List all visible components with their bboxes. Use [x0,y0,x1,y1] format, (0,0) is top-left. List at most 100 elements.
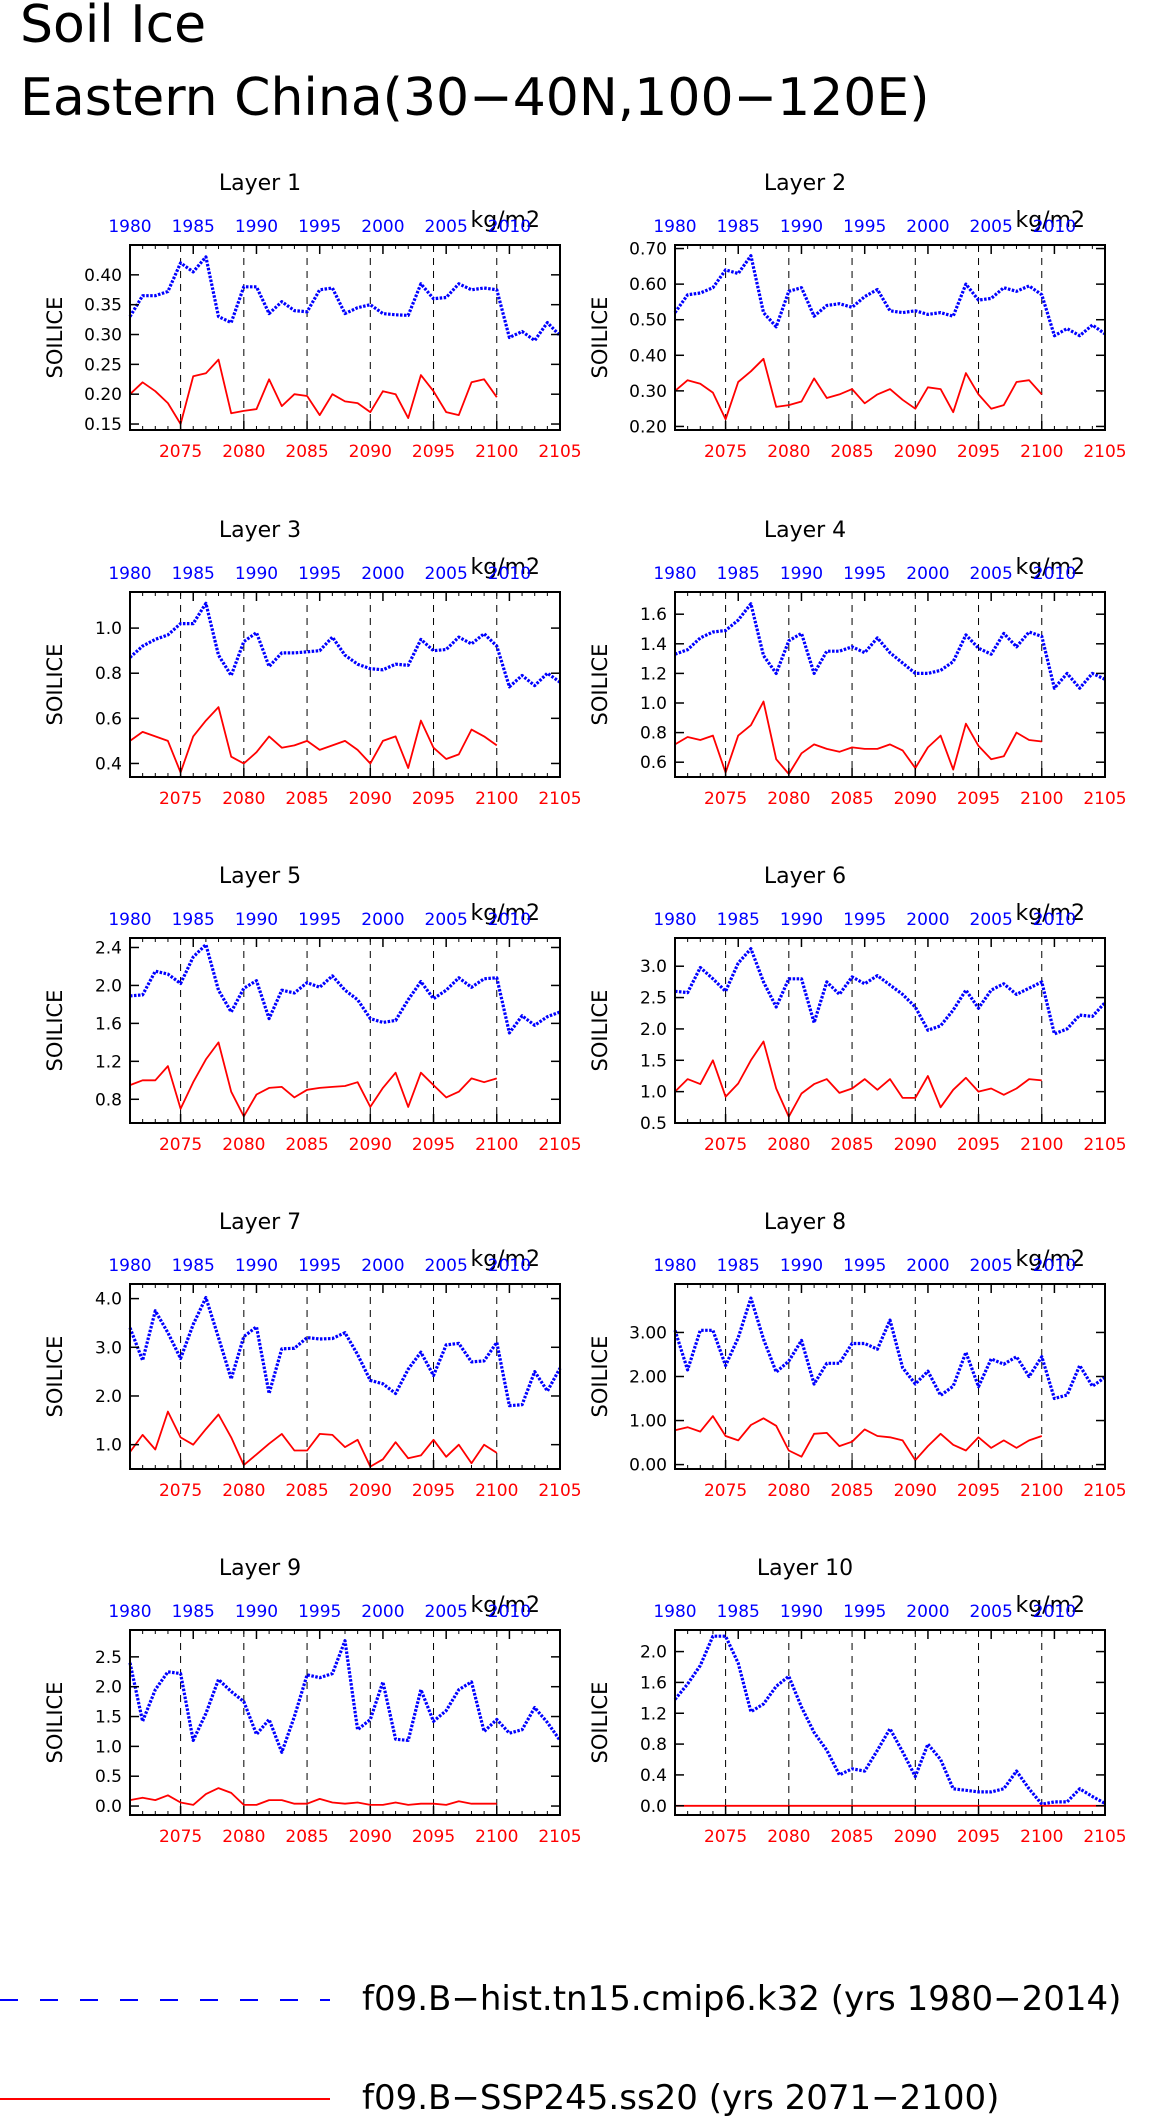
bottom-x-tick-label: 2080 [767,1827,810,1847]
y-tick-label: 2.0 [640,1020,667,1040]
y-tick-label: 0.6 [640,753,667,773]
top-x-tick-label: 1985 [172,564,215,584]
top-x-tick-label: 2010 [488,564,531,584]
top-x-tick-label: 2005 [425,1256,468,1276]
top-x-tick-label: 2010 [488,1602,531,1622]
bottom-x-tick-label: 2085 [830,789,873,809]
top-x-tick-label: 1980 [653,1602,696,1622]
top-x-tick-label: 1985 [717,217,760,237]
hist-series-line [128,601,561,689]
bottom-x-tick-label: 2075 [159,1135,202,1155]
units-label: kg/m2 [470,901,540,926]
y-tick-label: 4.0 [95,1290,122,1310]
bottom-x-tick-label: 2105 [538,1135,581,1155]
y-tick-label: 0.5 [640,1114,667,1134]
y-tick-label: 0.20 [84,385,122,405]
top-x-tick-label: 2005 [970,910,1013,930]
y-axis-label: SOILICE [43,644,67,726]
top-x-tick-label: 1995 [843,1602,886,1622]
ssp-series-line [674,1415,1043,1462]
units-label: kg/m2 [470,555,540,580]
y-tick-label: 3.0 [640,957,667,977]
bottom-x-tick-label: 2095 [412,442,455,462]
top-x-tick-label: 1995 [843,564,886,584]
y-tick-label: 0.50 [629,311,667,331]
top-x-tick-label: 2000 [906,910,949,930]
layer-panel: Layer 4 kg/m2 0.6 0.8 1.0 1.2 1.4 1.6 SOILICE 207… [588,518,1127,809]
bottom-x-tick-label: 2075 [159,442,202,462]
y-tick-label: 1.5 [95,1708,122,1728]
layer-panel: Layer 7 kg/m2 1.0 2.0 3.0 4.0 SOILICE 2075 2080 2… [43,1210,582,1501]
bottom-x-tick-label: 2100 [475,1481,518,1501]
top-x-tick-label: 2005 [425,564,468,584]
plot-frame [674,591,1106,778]
bottom-x-tick-label: 2095 [957,1481,1000,1501]
ssp-series-line [129,1041,498,1118]
bottom-x-tick-label: 2085 [830,1481,873,1501]
bottom-x-tick-label: 2080 [767,789,810,809]
top-x-tick-label: 1985 [172,1256,215,1276]
top-x-tick-label: 1980 [653,910,696,930]
top-x-tick-label: 1990 [780,910,823,930]
panel-title: Layer 7 [219,1210,301,1235]
bottom-x-tick-label: 2100 [475,789,518,809]
top-x-tick-label: 1990 [235,1256,278,1276]
layer-panel: Layer 1 kg/m2 0.15 0.20 0.25 0.30 0.35 0.40 SOIL… [43,171,582,462]
y-tick-label: 0.40 [84,266,122,286]
bottom-x-tick-label: 2090 [349,1827,392,1847]
y-tick-label: 2.0 [95,976,122,996]
bottom-x-tick-label: 2075 [704,789,747,809]
top-x-tick-label: 1980 [653,1256,696,1276]
y-tick-label: 0.8 [95,664,122,684]
ssp-series-line [674,700,1042,775]
top-x-tick-label: 2000 [361,217,404,237]
bottom-x-tick-label: 2105 [1083,789,1126,809]
y-tick-label: 0.25 [84,355,122,375]
top-x-tick-label: 1995 [843,910,886,930]
y-tick-label: 1.00 [629,1412,667,1432]
top-x-tick-label: 1990 [235,1602,278,1622]
panel-title: Layer 6 [764,864,846,889]
ssp-series-line [674,357,1043,421]
y-tick-label: 2.0 [95,1678,122,1698]
panel-title: Layer 3 [219,518,301,543]
bottom-x-tick-label: 2100 [1020,789,1063,809]
bottom-x-tick-label: 2100 [1020,1481,1063,1501]
bottom-x-tick-label: 2080 [767,1481,810,1501]
bottom-x-tick-label: 2085 [830,1827,873,1847]
top-x-tick-label: 2000 [361,910,404,930]
bottom-x-tick-label: 2105 [1083,1827,1126,1847]
plot-frame [129,1283,561,1470]
top-x-tick-label: 1990 [235,564,278,584]
top-x-tick-label: 1985 [717,1256,760,1276]
top-x-tick-label: 1990 [780,1602,823,1622]
top-x-tick-label: 1985 [172,1602,215,1622]
y-axis-label: SOILICE [43,297,67,379]
top-x-tick-label: 1995 [298,910,341,930]
bottom-x-tick-label: 2095 [957,789,1000,809]
top-x-tick-label: 1980 [653,217,696,237]
bottom-x-tick-label: 2080 [222,442,265,462]
ssp-series-line [129,1787,497,1806]
units-label: kg/m2 [470,1247,540,1272]
top-x-tick-label: 1990 [780,564,823,584]
panel-title: Layer 1 [219,171,301,196]
panel-title: Layer 4 [764,518,846,543]
bottom-x-tick-label: 2085 [285,1481,328,1501]
top-x-tick-label: 1995 [843,1256,886,1276]
y-tick-label: 2.5 [95,1648,122,1668]
bottom-x-tick-label: 2075 [159,1481,202,1501]
top-x-tick-label: 2005 [970,1602,1013,1622]
bottom-x-tick-label: 2100 [1020,442,1063,462]
y-axis-label: SOILICE [588,990,612,1072]
y-tick-label: 0.30 [84,326,122,346]
y-tick-label: 0.30 [629,382,667,402]
hist-series-line [674,947,1107,1036]
y-tick-label: 1.0 [95,619,122,639]
bottom-x-tick-label: 2090 [349,1135,392,1155]
bottom-x-tick-label: 2090 [894,1135,937,1155]
top-x-tick-label: 2005 [425,1602,468,1622]
legend: f09.B−hist.tn15.cmip6.k32 (yrs 1980−2014… [0,1979,1121,2118]
bottom-x-tick-label: 2095 [412,789,455,809]
top-x-tick-label: 2010 [1033,910,1076,930]
